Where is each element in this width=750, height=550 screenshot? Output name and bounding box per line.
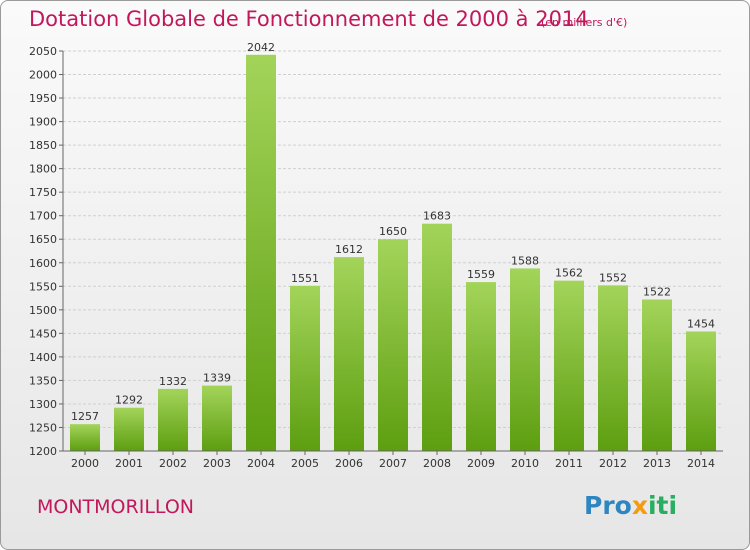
x-tick-label: 2009 [467,457,495,470]
data-label: 1650 [379,225,407,238]
x-tick-label: 2000 [71,457,99,470]
data-label: 1332 [159,375,187,388]
bar [334,257,364,451]
x-tick-label: 2005 [291,457,319,470]
chart-title: Dotation Globale de Fonctionnement de 20… [29,7,589,31]
logo-part-1: Pro [584,491,632,520]
x-tick-label: 2011 [555,457,583,470]
y-tick-label: 1500 [29,304,57,317]
data-label: 1292 [115,394,143,407]
bar [510,268,540,451]
bar [422,223,452,451]
y-tick-label: 1900 [29,116,57,129]
data-label: 1559 [467,268,495,281]
data-label: 1552 [599,271,627,284]
x-tick-label: 2003 [203,457,231,470]
bar [466,282,496,451]
x-tick-label: 2013 [643,457,671,470]
bar [246,54,276,451]
y-tick-label: 1250 [29,421,57,434]
y-tick-label: 1750 [29,186,57,199]
x-tick-label: 2010 [511,457,539,470]
y-tick-label: 1300 [29,398,57,411]
data-label: 1551 [291,272,319,285]
y-tick-label: 2000 [29,69,57,82]
data-label: 1522 [643,285,671,298]
data-label: 1683 [423,210,451,223]
y-tick-label: 2050 [29,45,57,58]
proxiti-logo: Proxiti [584,491,677,520]
y-tick-label: 1400 [29,351,57,364]
bar [554,280,584,451]
y-tick-label: 1350 [29,374,57,387]
x-tick-label: 2006 [335,457,363,470]
y-tick-label: 1200 [29,445,57,458]
x-tick-label: 2004 [247,457,275,470]
bar [686,331,716,451]
data-label: 1612 [335,243,363,256]
bar [642,299,672,451]
bar [158,388,188,451]
y-tick-label: 1700 [29,210,57,223]
x-tick-label: 2002 [159,457,187,470]
bar [114,407,144,451]
bar [290,285,320,451]
y-tick-label: 1650 [29,233,57,246]
y-tick-label: 1450 [29,327,57,340]
data-label: 2042 [247,41,275,54]
x-tick-label: 2001 [115,457,143,470]
x-tick-label: 2007 [379,457,407,470]
bar [202,385,232,451]
y-tick-label: 1950 [29,92,57,105]
bar [598,285,628,451]
data-label: 1339 [203,372,231,385]
y-tick-label: 1850 [29,139,57,152]
x-tick-label: 2008 [423,457,451,470]
y-tick-label: 1550 [29,280,57,293]
x-tick-label: 2012 [599,457,627,470]
x-tick-label: 2014 [687,457,715,470]
data-label: 1562 [555,267,583,280]
data-label: 1454 [687,317,715,330]
data-label: 1257 [71,410,99,423]
bar [70,424,100,451]
bar [378,239,408,451]
logo-part-3: iti [647,491,678,520]
chart-subtitle: (en milliers d'€) [541,16,628,29]
commune-name: MONTMORILLON [37,496,194,518]
y-tick-label: 1600 [29,257,57,270]
data-label: 1588 [511,254,539,267]
y-tick-label: 1800 [29,163,57,176]
logo-part-2: x [631,491,648,520]
